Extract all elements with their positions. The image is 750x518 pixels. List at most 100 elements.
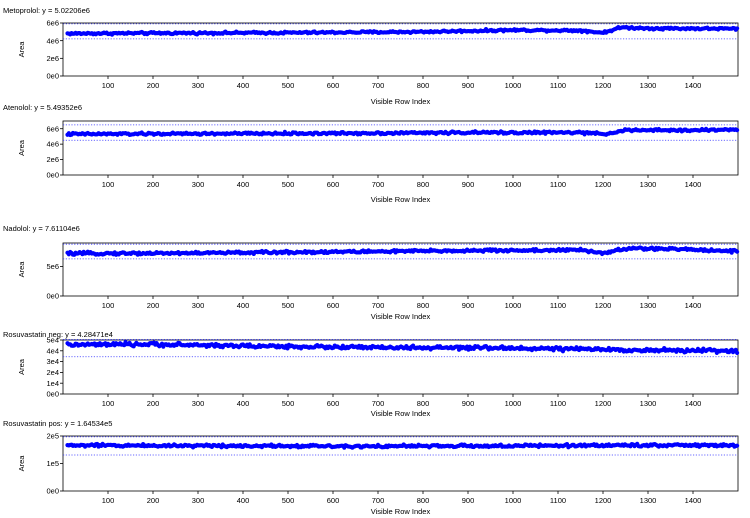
y-axis-label: Area xyxy=(17,261,26,278)
x-tick-label: 1200 xyxy=(595,301,612,310)
x-tick-label: 400 xyxy=(237,399,250,408)
x-tick-label: 1200 xyxy=(595,496,612,505)
data-point xyxy=(735,350,740,355)
x-tick-label: 900 xyxy=(462,496,475,505)
y-tick-label: 6e6 xyxy=(46,124,59,133)
plot-frame xyxy=(62,22,739,77)
x-axis-label: Visible Row Index xyxy=(371,195,431,204)
x-tick-label: 200 xyxy=(147,496,160,505)
y-tick-label: 4e6 xyxy=(46,140,59,149)
x-tick-label: 700 xyxy=(372,496,385,505)
x-axis-label: Visible Row Index xyxy=(371,507,431,516)
x-tick-label: 900 xyxy=(462,301,475,310)
x-tick-label: 1000 xyxy=(505,81,522,90)
chart-panel-nadolol: Nadolol: y = 7.61104e6 0e0 5e6 100 200 300 40… xyxy=(0,224,750,324)
y-tick-label: 6e6 xyxy=(46,19,59,28)
x-tick-label: 1400 xyxy=(685,180,702,189)
x-tick-label: 600 xyxy=(327,301,340,310)
x-tick-label: 1000 xyxy=(505,180,522,189)
x-tick-label: 1300 xyxy=(640,81,657,90)
y-axis-label: Area xyxy=(17,41,26,58)
chart-panel-rosuvastatin-pos: Rosuvastatin pos: y = 1.64534e5 0e0 1e5 2e… xyxy=(0,419,750,517)
x-tick-label: 1300 xyxy=(640,496,657,505)
x-tick-label: 1300 xyxy=(640,399,657,408)
x-tick-label: 100 xyxy=(102,180,115,189)
plot-frame xyxy=(62,339,739,395)
x-tick-label: 800 xyxy=(417,180,430,189)
data-point xyxy=(735,249,740,254)
x-tick-label: 700 xyxy=(372,81,385,90)
x-tick-label: 1300 xyxy=(640,180,657,189)
x-tick-label: 600 xyxy=(327,180,340,189)
x-tick-label: 400 xyxy=(237,496,250,505)
x-tick-label: 400 xyxy=(237,301,250,310)
y-tick-label: 0e0 xyxy=(46,390,59,399)
x-tick-label: 1100 xyxy=(550,399,566,408)
y-tick-label: 5e6 xyxy=(46,262,59,271)
data-point xyxy=(735,128,740,133)
x-tick-label: 1400 xyxy=(685,301,702,310)
data-points xyxy=(65,126,740,138)
x-axis-label: Visible Row Index xyxy=(371,97,431,106)
chart-title: Rosuvastatin neg: y = 4.28471e4 xyxy=(3,330,113,339)
x-tick-label: 500 xyxy=(282,496,295,505)
x-tick-label: 500 xyxy=(282,180,295,189)
x-tick-label: 100 xyxy=(102,399,115,408)
x-tick-label: 700 xyxy=(372,180,385,189)
y-tick-label: 4e4 xyxy=(46,346,59,355)
x-tick-label: 800 xyxy=(417,496,430,505)
x-tick-label: 500 xyxy=(282,399,295,408)
x-tick-label: 1200 xyxy=(595,81,612,90)
data-points xyxy=(65,24,740,37)
x-tick-label: 1100 xyxy=(550,496,566,505)
x-tick-label: 300 xyxy=(192,399,205,408)
x-tick-label: 400 xyxy=(237,180,250,189)
x-tick-label: 400 xyxy=(237,81,250,90)
x-axis-label: Visible Row Index xyxy=(371,312,431,321)
x-tick-label: 100 xyxy=(102,496,115,505)
chart-title: Atenolol: y = 5.49352e6 xyxy=(3,103,83,112)
data-points xyxy=(65,340,740,355)
y-tick-label: 2e5 xyxy=(46,432,59,441)
x-tick-label: 300 xyxy=(192,180,205,189)
y-tick-label: 5e4 xyxy=(46,336,59,345)
y-tick-label: 0e0 xyxy=(46,292,59,301)
x-tick-label: 600 xyxy=(327,399,340,408)
chart-title: Metoprolol: y = 5.02206e6 xyxy=(3,6,90,15)
plot-frame xyxy=(62,242,739,297)
plot-frame xyxy=(62,120,739,176)
y-tick-label: 3e4 xyxy=(46,357,59,366)
x-tick-label: 500 xyxy=(282,81,295,90)
x-tick-label: 100 xyxy=(102,81,115,90)
x-tick-label: 900 xyxy=(462,81,475,90)
x-tick-label: 900 xyxy=(462,180,475,189)
plot-svg: 0e0 2e6 4e6 6e6 100 200 300 400 500 600 700 800 900 1… xyxy=(17,19,740,106)
plot-svg: 0e0 2e6 4e6 6e6 100 200 300 400 500 600 700 800 900 1… xyxy=(17,120,740,204)
x-tick-label: 900 xyxy=(462,399,475,408)
y-tick-label: 0e0 xyxy=(46,171,59,180)
x-tick-label: 1200 xyxy=(595,399,612,408)
x-tick-label: 1100 xyxy=(550,81,566,90)
plot-svg: 0e0 5e6 100 200 300 400 500 600 700 800 900 1000 110… xyxy=(17,242,740,321)
y-tick-label: 2e4 xyxy=(46,368,59,377)
y-tick-label: 2e6 xyxy=(46,155,59,164)
y-tick-label: 4e6 xyxy=(46,36,59,45)
x-tick-label: 1100 xyxy=(550,301,566,310)
x-tick-label: 1200 xyxy=(595,180,612,189)
x-tick-label: 1000 xyxy=(505,496,522,505)
x-axis-label: Visible Row Index xyxy=(371,409,431,418)
chart-panel-rosuvastatin-neg: Rosuvastatin neg: y = 4.28471e4 0e0 1e4 2e… xyxy=(0,330,750,420)
y-tick-label: 1e5 xyxy=(46,459,59,468)
x-tick-label: 600 xyxy=(327,81,340,90)
y-axis-label: Area xyxy=(17,139,26,156)
x-tick-label: 800 xyxy=(417,399,430,408)
data-point xyxy=(735,26,740,31)
x-tick-label: 600 xyxy=(327,496,340,505)
data-point xyxy=(735,443,740,448)
y-tick-label: 0e0 xyxy=(46,72,59,81)
x-tick-label: 200 xyxy=(147,301,160,310)
x-tick-label: 300 xyxy=(192,496,205,505)
x-tick-label: 700 xyxy=(372,301,385,310)
x-tick-label: 200 xyxy=(147,81,160,90)
